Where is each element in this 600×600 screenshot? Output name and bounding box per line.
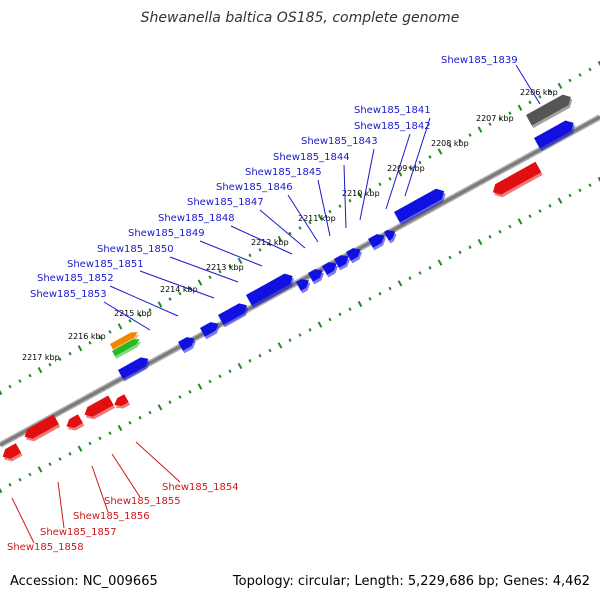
- label-leader-line: [343, 164, 347, 229]
- gene-feature: [218, 303, 249, 328]
- gene-feature: [66, 414, 85, 431]
- gene-feature: [334, 255, 351, 271]
- topology-text: Topology: circular; Length: 5,229,686 bp…: [232, 574, 590, 589]
- forward-gene-label: Shew185_1842: [354, 121, 431, 132]
- kbp-tick-label: 2215 kbp: [114, 309, 152, 318]
- label-leader-line: [404, 117, 431, 197]
- kbp-tick-label: 2212 kbp: [251, 238, 289, 247]
- kbp-tick-label: 2216 kbp: [68, 332, 106, 341]
- forward-gene-label: Shew185_1850: [97, 244, 174, 255]
- inner-tick-ring: [0, 176, 600, 494]
- forward-gene-label: Shew185_1843: [301, 136, 378, 147]
- forward-gene-label: Shew185_1846: [216, 182, 293, 193]
- forward-gene-label: Shew185_1848: [158, 213, 235, 224]
- label-leader-line: [515, 64, 541, 105]
- forward-gene-label: Shew185_1851: [67, 259, 144, 270]
- label-leader-line: [139, 270, 215, 299]
- kbp-tick-label: 2207 kbp: [476, 114, 514, 123]
- kbp-tick-label: 2208 kbp: [431, 139, 469, 148]
- kbp-tick-label: 2211 kbp: [298, 214, 336, 223]
- forward-gene-label: Shew185_1847: [187, 197, 264, 208]
- reverse-gene-label: Shew185_1857: [40, 527, 117, 538]
- gene-labels: Shew185_1839 Shew185_1841 Shew185_1842 Shew…: [7, 55, 541, 553]
- forward-gene-label: Shew185_1853: [30, 289, 107, 300]
- kbp-tick-label: 2209 kbp: [387, 164, 425, 173]
- accession-text: Accession: NC_009665: [10, 574, 158, 589]
- label-leader-line: [109, 285, 179, 317]
- kbp-tick-label: 2217 kbp: [22, 353, 60, 362]
- kbp-tick-label: 2214 kbp: [160, 285, 198, 294]
- label-leader-line: [169, 256, 239, 283]
- reverse-gene-label: Shew185_1858: [7, 542, 84, 553]
- label-leader-line: [259, 209, 306, 249]
- label-leader-line: [57, 481, 65, 529]
- label-leader-line: [385, 133, 411, 210]
- label-leader-line: [230, 225, 293, 255]
- forward-gene-label: Shew185_1839: [441, 55, 518, 66]
- gene-feature: [24, 414, 61, 442]
- kbp-ruler: 2206 kbp 2207 kbp 2208 kbp 2209 kbp 2210 kbp…: [22, 88, 558, 362]
- forward-gene-label: Shew185_1844: [273, 152, 350, 163]
- label-leader-line: [103, 301, 151, 331]
- label-leader-line: [199, 240, 263, 267]
- forward-gene-label: Shew185_1841: [354, 105, 431, 116]
- gene-feature: [114, 394, 131, 409]
- label-leader-line: [359, 148, 375, 221]
- gene-feature: [368, 234, 386, 251]
- gene-feature: [526, 94, 573, 129]
- kbp-tick-label: 2210 kbp: [342, 189, 380, 198]
- gene-feature: [322, 262, 339, 278]
- gene-feature: [84, 395, 116, 420]
- forward-gene-label: Shew185_1849: [128, 228, 205, 239]
- reverse-gene-label: Shew185_1855: [104, 496, 181, 507]
- gene-feature: [346, 248, 363, 264]
- gene-feature: [178, 337, 196, 354]
- gene-feature: [296, 279, 311, 294]
- forward-gene-label: Shew185_1852: [37, 273, 114, 284]
- reverse-gene-label: Shew185_1854: [162, 482, 239, 493]
- gene-feature: [308, 269, 325, 285]
- kbp-tick-label: 2213 kbp: [206, 263, 244, 272]
- label-leader-line: [91, 465, 109, 513]
- gene-feature: [384, 230, 397, 244]
- outer-tick-ring: [0, 60, 600, 396]
- kbp-tick-label: 2206 kbp: [520, 88, 558, 97]
- gene-feature: [394, 188, 446, 226]
- gene-feature: [2, 443, 23, 462]
- gene-feature: [492, 161, 543, 198]
- reverse-gene-label: Shew185_1856: [73, 511, 150, 522]
- label-leader-line: [11, 497, 35, 544]
- map-title: Shewanella baltica OS185, complete genom…: [140, 10, 460, 26]
- forward-gene-label: Shew185_1845: [245, 167, 322, 178]
- label-leader-line: [135, 441, 181, 483]
- label-leader-line: [111, 453, 141, 498]
- label-leader-line: [287, 194, 319, 243]
- gene-feature: [534, 120, 576, 152]
- gene-feature: [112, 339, 142, 359]
- gene-feature: [118, 357, 150, 382]
- tick-rings: [0, 60, 600, 494]
- label-leader-line: [317, 179, 331, 237]
- gene-feature: [200, 322, 220, 340]
- gene-features: [2, 94, 576, 462]
- gene-feature: [246, 273, 295, 309]
